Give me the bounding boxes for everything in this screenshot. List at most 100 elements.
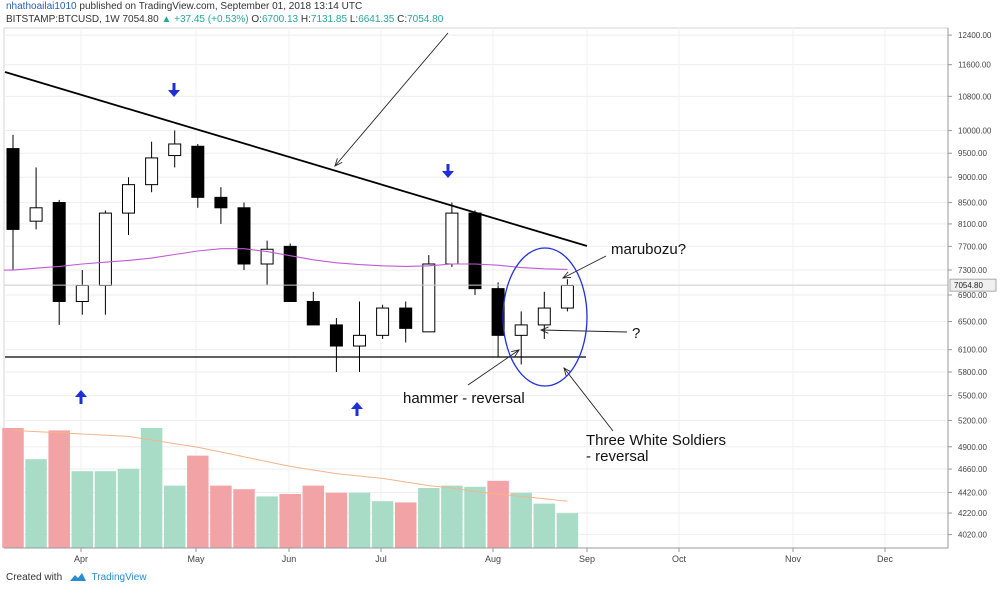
y-tick-label: 9000.00 (958, 173, 987, 182)
marubozu-arrow-head (561, 271, 572, 279)
y-tick-label: 9500.00 (958, 149, 987, 158)
tradingview-logo-icon[interactable] (69, 572, 87, 582)
publish-line: nhathoailai1010 published on TradingView… (6, 1, 362, 12)
tradingview-brand-link[interactable]: TradingView (91, 572, 147, 583)
candles (6, 130, 574, 373)
price-ma-line (4, 248, 568, 271)
candle-body (145, 157, 159, 186)
soldiers-arrow (563, 367, 614, 432)
chart-header: nhathoailai1010 published on TradingView… (0, 0, 1000, 28)
y-tick-label: 4420.00 (958, 489, 987, 498)
volume-bar (71, 471, 94, 548)
soldiers-arrow-head (563, 367, 572, 376)
volume-bar (348, 492, 371, 548)
candle-body (52, 202, 66, 302)
open-value: 6700.13 (261, 14, 299, 25)
created-with-label: Created with (6, 572, 63, 583)
volume-bar (464, 486, 486, 548)
marubozu-arrow (562, 255, 607, 279)
y-tick-label: 11600.00 (958, 61, 991, 70)
y-tick-label: 10800.00 (958, 92, 992, 101)
hammer-label: hammer - reversal (403, 390, 525, 407)
y-tick-label: 6900.00 (958, 291, 987, 300)
y-tick-label: 7300.00 (958, 266, 987, 275)
candle-body (514, 324, 528, 336)
volume-bar (510, 492, 532, 548)
volume-bar (302, 485, 325, 548)
y-tick-label: 4020.00 (958, 531, 987, 540)
candle-body (537, 307, 551, 326)
y-tick-label: 5800.00 (958, 368, 987, 377)
volume-bar (117, 468, 140, 548)
up-arrow-icon-head (75, 390, 87, 397)
candle-body (422, 263, 436, 333)
candle-body (75, 284, 89, 302)
candle-body (445, 212, 459, 265)
volume-bar (279, 494, 301, 548)
resistance-trendline (4, 71, 588, 247)
marubozu-label: marubozu? (611, 241, 686, 258)
volume-bar (256, 496, 278, 548)
candle-body (191, 145, 205, 198)
high-value: 7131.85 (310, 14, 348, 25)
x-axis: Apr May Jun Jul Aug Sep Oct Nov Dec (4, 547, 948, 564)
volume-bar (210, 485, 232, 548)
y-tick-label: 5500.00 (958, 392, 987, 401)
ohlc-line: BITSTAMP:BTCUSD, 1W 7054.80 ▲ +37.45 (+0… (6, 14, 443, 25)
open-label: O: (251, 14, 262, 25)
volume-bar (371, 501, 394, 548)
y-tick-label: 7700.00 (958, 242, 987, 251)
candle-body (376, 307, 390, 336)
y-tick-label: 6100.00 (958, 346, 987, 355)
candle-body (237, 207, 251, 265)
volume-bar (556, 513, 579, 548)
x-tick-label: Apr (74, 554, 88, 564)
volume-bar (394, 502, 417, 548)
footer: Created with TradingView (6, 572, 147, 583)
volume-ma-line (12, 429, 568, 502)
y-tick-label: 4220.00 (958, 509, 987, 518)
soldiers-label-line2: - reversal (586, 448, 649, 465)
y-tick-label: 4900.00 (958, 443, 987, 452)
high-label: H: (300, 14, 311, 25)
symbol-label[interactable]: BITSTAMP:BTCUSD, 1W (6, 14, 120, 25)
y-tick-label: 8500.00 (958, 199, 987, 208)
hammer-arrow-head (511, 349, 520, 357)
y-axis: 4020.00 4220.00 4420.00 4660.00 4900.00 5200.… (947, 28, 997, 548)
candle-body (214, 196, 228, 209)
question-label: ? (632, 325, 640, 342)
price-change: +37.45 (+0.53%) (174, 14, 249, 25)
trendline-pointer-arrow (334, 32, 449, 167)
author-link[interactable]: nhathoailai1010 (6, 1, 77, 12)
annotations: marubozu?? hammer - reversal Three White S… (4, 32, 726, 465)
volume-bar (2, 428, 24, 548)
x-tick-label: May (187, 554, 205, 564)
y-tick-label: 10000.00 (958, 126, 992, 135)
y-tick-label: 6500.00 (958, 317, 987, 326)
down-arrow-icon-head (442, 171, 454, 178)
last-price-tag-label: 7054.80 (954, 281, 983, 290)
candle-body (283, 245, 297, 302)
up-arrow-icon-head (351, 402, 363, 409)
overlays (4, 248, 948, 286)
volume-bars (2, 428, 579, 548)
y-tick-label: 5200.00 (958, 416, 987, 425)
x-tick-label: Sep (579, 554, 595, 564)
question-arrow-head (539, 326, 549, 334)
y-tick-label: 12400.00 (958, 31, 992, 40)
volume-bar (163, 485, 186, 548)
x-tick-label: Nov (785, 554, 802, 564)
candle-body (6, 148, 20, 230)
candle-body (168, 143, 182, 157)
soldiers-ellipse (502, 247, 588, 387)
x-tick-label: Aug (485, 554, 501, 564)
x-tick-label: Oct (672, 554, 687, 564)
volume-bar (233, 489, 255, 548)
candle-body (98, 212, 112, 286)
volume-bar (25, 459, 47, 548)
volume-bar (94, 471, 117, 548)
candle-body (260, 248, 274, 265)
publish-info: published on TradingView.com, September … (79, 1, 363, 12)
candle-body (29, 207, 43, 222)
